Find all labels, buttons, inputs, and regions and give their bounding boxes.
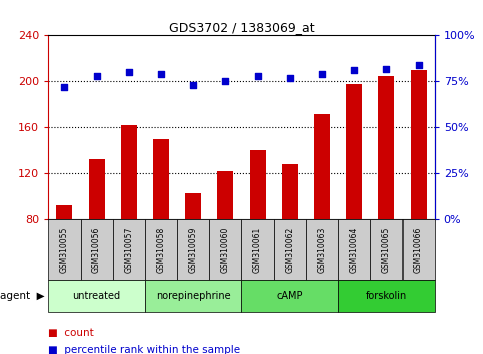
Point [93,73,100,79]
Bar [282,164,298,219]
Bar [88,159,105,219]
Text: GSM310059: GSM310059 [189,226,198,273]
Bar [250,150,266,219]
Bar [113,219,145,280]
Text: GSM310061: GSM310061 [253,227,262,273]
Text: GSM310058: GSM310058 [156,227,166,273]
Text: GSM310063: GSM310063 [317,226,327,273]
Text: ■  count: ■ count [48,328,94,338]
Point [157,71,165,77]
Text: GSM310065: GSM310065 [382,226,391,273]
Bar [242,219,274,280]
Point [318,71,326,77]
Text: untreated: untreated [72,291,121,301]
Text: GSM310057: GSM310057 [124,226,133,273]
Text: GSM310066: GSM310066 [414,226,423,273]
Title: GDS3702 / 1383069_at: GDS3702 / 1383069_at [169,21,314,34]
Bar [242,280,338,312]
Text: forskolin: forskolin [366,291,407,301]
Point [350,68,358,73]
Bar [48,219,81,280]
Text: GSM310060: GSM310060 [221,226,230,273]
Bar [274,219,306,280]
Bar [402,219,435,280]
Bar [378,76,395,219]
Bar [314,114,330,219]
Bar [209,219,242,280]
Bar [145,219,177,280]
Bar [306,219,338,280]
Bar [48,280,145,312]
Point [286,75,294,81]
Text: GSM310055: GSM310055 [60,226,69,273]
Bar [177,219,209,280]
Point [222,79,229,84]
Text: norepinephrine: norepinephrine [156,291,230,301]
Text: ■  percentile rank within the sample: ■ percentile rank within the sample [48,346,241,354]
Point [125,69,133,75]
Bar [145,280,242,312]
Bar [185,193,201,219]
Text: cAMP: cAMP [277,291,303,301]
Point [60,84,68,90]
Text: agent  ▶: agent ▶ [0,291,44,301]
Text: GSM310064: GSM310064 [350,226,359,273]
Text: GSM310062: GSM310062 [285,227,294,273]
Bar [411,70,426,219]
Point [189,82,197,88]
Bar [338,219,370,280]
Bar [57,205,72,219]
Bar [153,139,169,219]
Bar [217,171,233,219]
Bar [370,219,402,280]
Point [254,73,261,79]
Point [415,62,423,68]
Text: GSM310056: GSM310056 [92,226,101,273]
Bar [81,219,113,280]
Bar [121,125,137,219]
Bar [338,280,435,312]
Bar [346,84,362,219]
Point [383,66,390,72]
